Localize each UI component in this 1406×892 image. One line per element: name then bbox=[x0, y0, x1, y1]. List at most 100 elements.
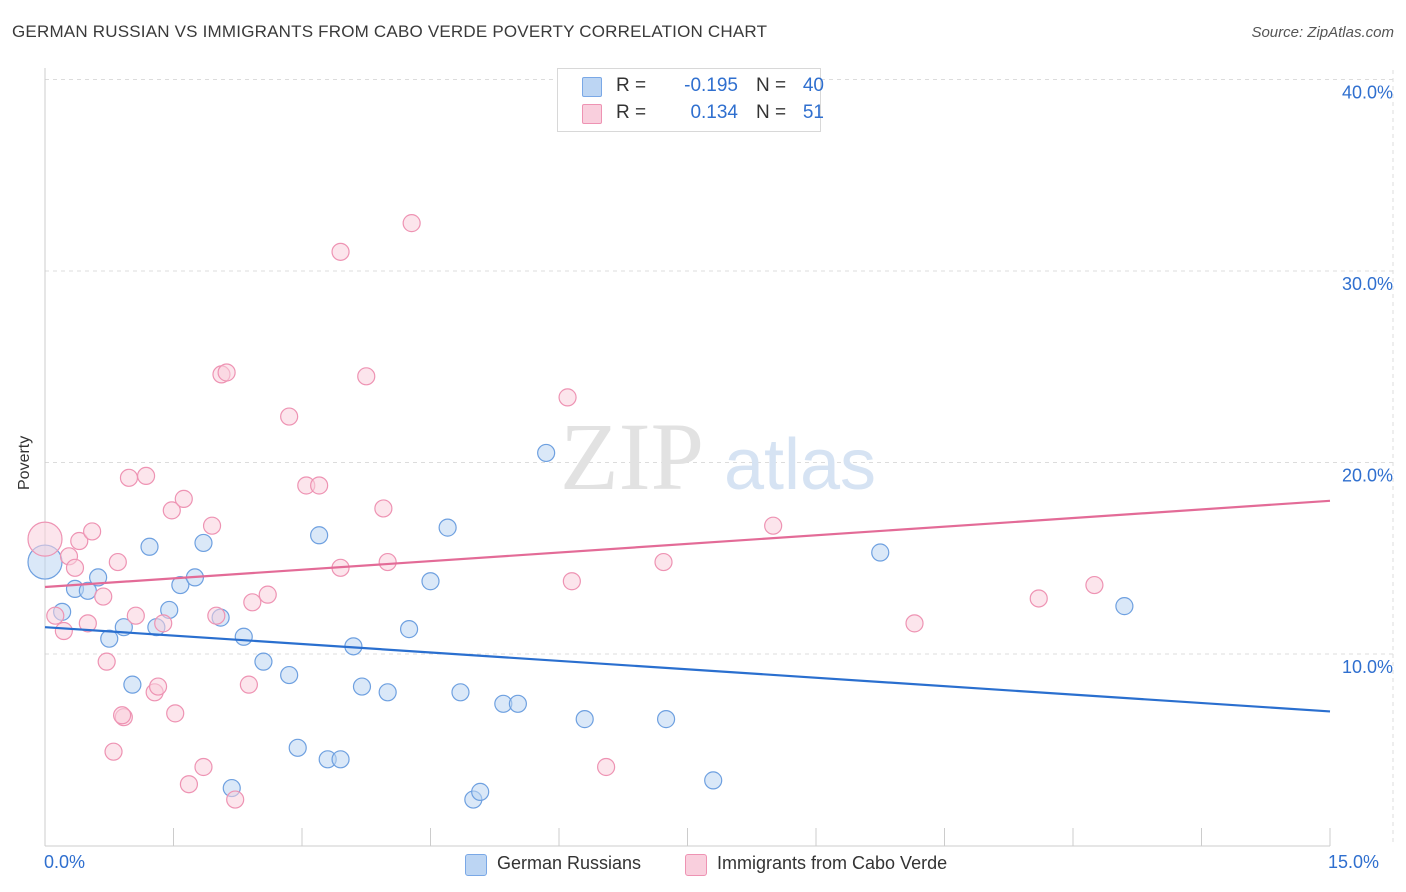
cabo-verde-point bbox=[174, 489, 193, 508]
cabo-verde-point bbox=[1085, 575, 1104, 595]
y-tick-label: 10.0% bbox=[1342, 657, 1393, 677]
series-name: German Russians bbox=[497, 853, 642, 873]
legend-n-label: N = bbox=[756, 75, 787, 96]
german-russian-point bbox=[537, 443, 556, 463]
german-russian-point bbox=[378, 683, 397, 702]
german-russian-point bbox=[575, 710, 594, 729]
gridlines bbox=[45, 70, 1395, 846]
cabo-verde-point bbox=[562, 572, 581, 591]
watermark-zip: ZIP bbox=[560, 403, 704, 510]
german-russian-point bbox=[280, 665, 299, 685]
legend-r-label: R = bbox=[616, 75, 647, 96]
y-tick-label: 20.0% bbox=[1342, 466, 1393, 486]
correlation-legend: R = -0.195 N = 40 R = 0.134 N = 51 bbox=[557, 68, 824, 132]
german-russian-point bbox=[438, 518, 457, 537]
y-tick-label: 30.0% bbox=[1342, 274, 1393, 294]
axes bbox=[44, 68, 1331, 847]
source-credit: Source: ZipAtlas.com bbox=[1251, 24, 1394, 41]
cabo-verde-point bbox=[905, 614, 924, 633]
german-russian-point bbox=[451, 683, 470, 702]
german-russian-point bbox=[171, 575, 190, 595]
x-tick-label-min: 0.0% bbox=[44, 852, 86, 872]
cabo-verde-point bbox=[65, 558, 85, 577]
series-legend: German Russians Immigrants from Cabo Ver… bbox=[0, 852, 1406, 878]
x-tick-label-max: 15.0% bbox=[1328, 852, 1380, 872]
cabo-verde-point bbox=[112, 706, 132, 725]
cabo-verde-point bbox=[207, 606, 226, 625]
cabo-verde-point bbox=[310, 476, 329, 495]
cabo-verde-point bbox=[378, 552, 397, 572]
cabo-verde-point bbox=[402, 214, 421, 233]
german-russian-point bbox=[123, 675, 142, 694]
trend-line-cabo-verde bbox=[44, 499, 1331, 589]
german-russian-point bbox=[399, 620, 419, 639]
cabo-verde-point bbox=[166, 704, 185, 723]
cabo-verde-point bbox=[654, 552, 673, 572]
german-russian-point bbox=[89, 568, 108, 587]
german-russian-point bbox=[704, 771, 723, 790]
trend-line-german-russians bbox=[44, 626, 1331, 713]
german-russian-point bbox=[140, 537, 159, 556]
german-russian-point bbox=[508, 694, 527, 713]
german-russian-point bbox=[352, 677, 372, 696]
legend-n-value: 51 bbox=[802, 102, 824, 123]
cabo-verde-point bbox=[1029, 589, 1048, 608]
legend-swatch-pink bbox=[582, 104, 602, 124]
cabo-verde-point bbox=[243, 593, 262, 612]
cabo-verde-point bbox=[597, 757, 616, 777]
y-tick-label: 40.0% bbox=[1342, 83, 1393, 103]
series-name: Immigrants from Cabo Verde bbox=[717, 853, 948, 873]
cabo-verde-point bbox=[374, 499, 393, 518]
cabo-verde-point bbox=[148, 677, 168, 696]
chart-title: GERMAN RUSSIAN VS IMMIGRANTS FROM CABO V… bbox=[12, 22, 768, 41]
cabo-verde-point bbox=[357, 367, 376, 386]
cabo-verde-point bbox=[94, 587, 113, 606]
cabo-verde-point bbox=[280, 407, 299, 426]
legend-r-value: -0.195 bbox=[684, 75, 738, 96]
cabo-verde-point bbox=[154, 614, 173, 633]
german-russian-point bbox=[234, 627, 253, 646]
cabo-verde-point bbox=[83, 522, 102, 541]
cabo-verde-point bbox=[226, 790, 245, 809]
german-russian-point bbox=[254, 652, 273, 671]
german-russian-point bbox=[656, 710, 676, 729]
cabo-verde-point bbox=[162, 501, 181, 520]
cabo-verde-point bbox=[764, 516, 783, 535]
trend-lines bbox=[44, 499, 1331, 713]
german-russian-point bbox=[310, 526, 329, 545]
german-russian-point bbox=[471, 782, 490, 801]
cabo-verde-point bbox=[558, 388, 577, 407]
german-russian-point bbox=[194, 533, 213, 553]
cabo-verde-point bbox=[119, 468, 139, 487]
german-russian-point bbox=[288, 738, 307, 757]
cabo-verde-point bbox=[27, 521, 63, 557]
german-russian-point bbox=[421, 572, 440, 591]
legend-n-label: N = bbox=[756, 102, 787, 123]
cabo-verde-point bbox=[104, 742, 123, 761]
series-swatch-pink bbox=[685, 854, 707, 876]
cabo-verde-point bbox=[70, 531, 89, 551]
cabo-verde-point bbox=[46, 606, 65, 625]
watermark-atlas: atlas bbox=[724, 425, 876, 505]
watermark: ZIP atlas bbox=[560, 403, 876, 510]
cabo-verde-point bbox=[136, 466, 156, 486]
german-russian-point bbox=[100, 629, 119, 648]
cabo-verde-point bbox=[202, 516, 222, 535]
cabo-verde-point bbox=[258, 585, 277, 604]
series-swatch-blue bbox=[465, 854, 487, 876]
german-russian-point bbox=[871, 543, 890, 562]
cabo-verde-point bbox=[54, 621, 73, 641]
cabo-verde-point bbox=[217, 363, 236, 382]
legend-n-value: 40 bbox=[802, 75, 824, 96]
data-points bbox=[27, 214, 1134, 809]
cabo-verde-point bbox=[97, 652, 116, 671]
cabo-verde-point bbox=[108, 552, 127, 572]
legend-r-value: 0.134 bbox=[690, 102, 738, 123]
legend-swatch-blue bbox=[582, 77, 602, 97]
cabo-verde-point bbox=[331, 242, 350, 261]
cabo-verde-point bbox=[126, 606, 145, 625]
y-tick-labels: 10.0% 20.0% 30.0% 40.0% bbox=[1342, 83, 1393, 678]
cabo-verde-point bbox=[78, 614, 97, 633]
cabo-verde-point bbox=[179, 775, 199, 794]
